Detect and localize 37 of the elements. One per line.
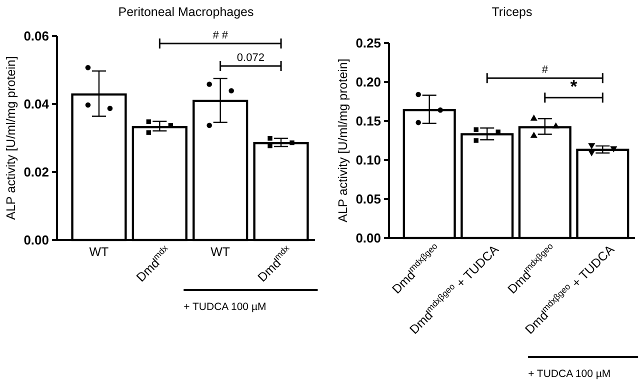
y-tick-label: 0.15 [356, 114, 381, 129]
point [268, 136, 272, 141]
y-tick-label: 0.20 [356, 74, 381, 90]
text: + TUDCA 100 µM [184, 301, 266, 313]
point [416, 120, 421, 126]
y-tick-label: 0.00 [356, 230, 381, 246]
y-axis-title: ALP activity [U/ml/mg protein] [336, 58, 350, 222]
y-tick-label: 0.04 [24, 96, 50, 112]
point [474, 138, 478, 143]
point [206, 122, 212, 128]
annotation: * [570, 76, 578, 97]
point [146, 119, 152, 124]
point [85, 102, 91, 108]
point [416, 92, 421, 98]
point [474, 127, 478, 132]
point [588, 143, 596, 150]
y-tick-label: 0.06 [24, 28, 49, 44]
x-tick-label: WT [210, 245, 230, 259]
y-axis-title: ALP activity [U/ml/mg protein] [4, 56, 18, 220]
annotation: # [542, 64, 549, 76]
y-tick-label: 0.05 [356, 192, 381, 207]
y-tick-label: 0.00 [24, 232, 49, 248]
annotation: # # [212, 30, 229, 42]
point [206, 82, 212, 87]
text: + TUDCA 100 µM [528, 368, 611, 380]
point [85, 64, 91, 70]
y-tick-label: 0.02 [24, 164, 49, 180]
point [530, 132, 538, 138]
point [588, 150, 596, 156]
annotation: 0.072 [236, 52, 264, 64]
point [146, 130, 152, 135]
point [530, 114, 538, 121]
chart-title: Triceps [492, 5, 532, 19]
x-tick-label: WT [89, 245, 110, 259]
y-tick-label: 0.10 [356, 152, 381, 168]
chart-title: Peritoneal Macrophages [118, 5, 254, 19]
y-tick-label: 0.25 [356, 36, 381, 51]
